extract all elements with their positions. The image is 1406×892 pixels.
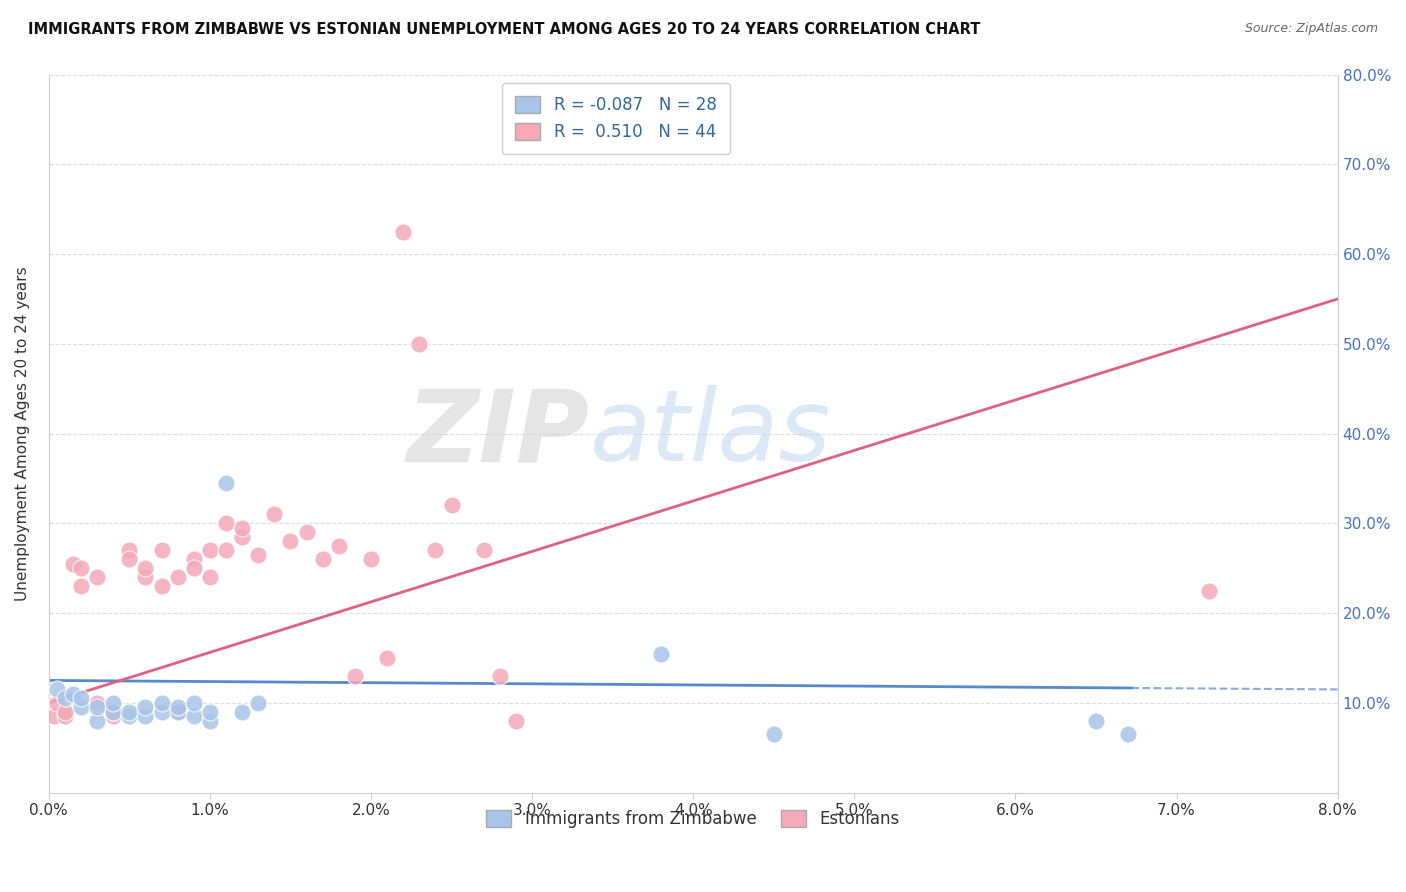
Point [86,696,108,710]
Point [295,525,318,540]
Point [70,561,93,575]
Point [45,696,67,710]
Point [166,705,188,719]
Point [408,336,430,351]
Point [70,579,93,593]
Point [42,709,65,723]
Y-axis label: Unemployment Among Ages 20 to 24 years: Unemployment Among Ages 20 to 24 years [15,267,30,601]
Point [198,705,221,719]
Point [231,521,253,535]
Point [86,700,108,714]
Point [150,696,173,710]
Point [70,700,93,714]
Point [1198,583,1220,598]
Point [134,700,156,714]
Point [198,570,221,584]
Point [1116,727,1139,741]
Point [198,543,221,558]
Point [183,696,205,710]
Point [375,651,398,665]
Point [166,570,188,584]
Point [215,475,238,490]
Point [134,570,156,584]
Point [118,543,141,558]
Point [45,682,67,697]
Text: IMMIGRANTS FROM ZIMBABWE VS ESTONIAN UNEMPLOYMENT AMONG AGES 20 TO 24 YEARS CORR: IMMIGRANTS FROM ZIMBABWE VS ESTONIAN UNE… [28,22,980,37]
Point [103,696,125,710]
Point [650,647,672,661]
Point [328,539,350,553]
Point [118,552,141,566]
Legend: Immigrants from Zimbabwe, Estonians: Immigrants from Zimbabwe, Estonians [479,803,907,835]
Point [103,705,125,719]
Point [425,543,447,558]
Point [118,709,141,723]
Point [86,570,108,584]
Point [311,552,333,566]
Point [489,669,512,683]
Point [70,691,93,706]
Point [183,561,205,575]
Point [118,705,141,719]
Point [150,579,173,593]
Point [166,705,188,719]
Point [231,705,253,719]
Point [103,709,125,723]
Point [198,714,221,728]
Point [62,687,84,701]
Point [150,543,173,558]
Point [440,499,463,513]
Point [215,543,238,558]
Point [103,705,125,719]
Point [280,534,302,549]
Point [215,516,238,531]
Point [505,714,527,728]
Text: Source: ZipAtlas.com: Source: ZipAtlas.com [1244,22,1378,36]
Text: atlas: atlas [591,385,832,482]
Point [53,709,76,723]
Point [472,543,495,558]
Point [762,727,785,741]
Point [1084,714,1107,728]
Text: ZIP: ZIP [408,385,591,482]
Point [53,705,76,719]
Point [183,552,205,566]
Point [231,530,253,544]
Point [62,557,84,571]
Point [392,225,415,239]
Point [360,552,382,566]
Point [166,700,188,714]
Point [263,508,285,522]
Point [183,709,205,723]
Point [247,548,270,562]
Point [134,709,156,723]
Point [134,561,156,575]
Point [53,691,76,706]
Point [247,696,270,710]
Point [150,705,173,719]
Point [343,669,366,683]
Point [86,714,108,728]
